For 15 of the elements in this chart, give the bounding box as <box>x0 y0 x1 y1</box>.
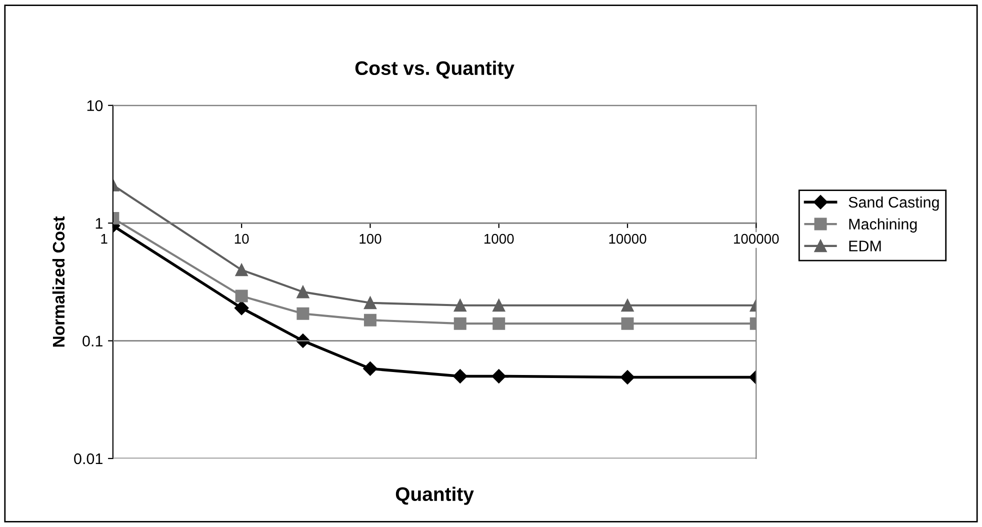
x-tick-label: 100 <box>360 234 382 244</box>
y-tick-label: 1 <box>96 218 102 229</box>
legend-label: Machining <box>849 218 917 233</box>
x-tick-label: 10 <box>234 234 249 244</box>
legend-label: EDM <box>849 240 881 252</box>
y-tick-label: 10 <box>87 100 103 112</box>
chart-title: Cost vs. Quantity <box>355 60 514 79</box>
x-tick-label: 100000 <box>734 234 779 244</box>
y-tick-label: 0.01 <box>74 453 102 464</box>
y-tick-label: 0.1 <box>82 336 102 346</box>
x-tick-label: 1000 <box>484 234 514 244</box>
legend-label: Sand Casting <box>848 196 939 211</box>
y-axis-title: Normalized Cost <box>52 216 65 347</box>
x-axis-title: Quantity <box>396 486 474 505</box>
x-tick-label: 10000 <box>609 234 646 244</box>
